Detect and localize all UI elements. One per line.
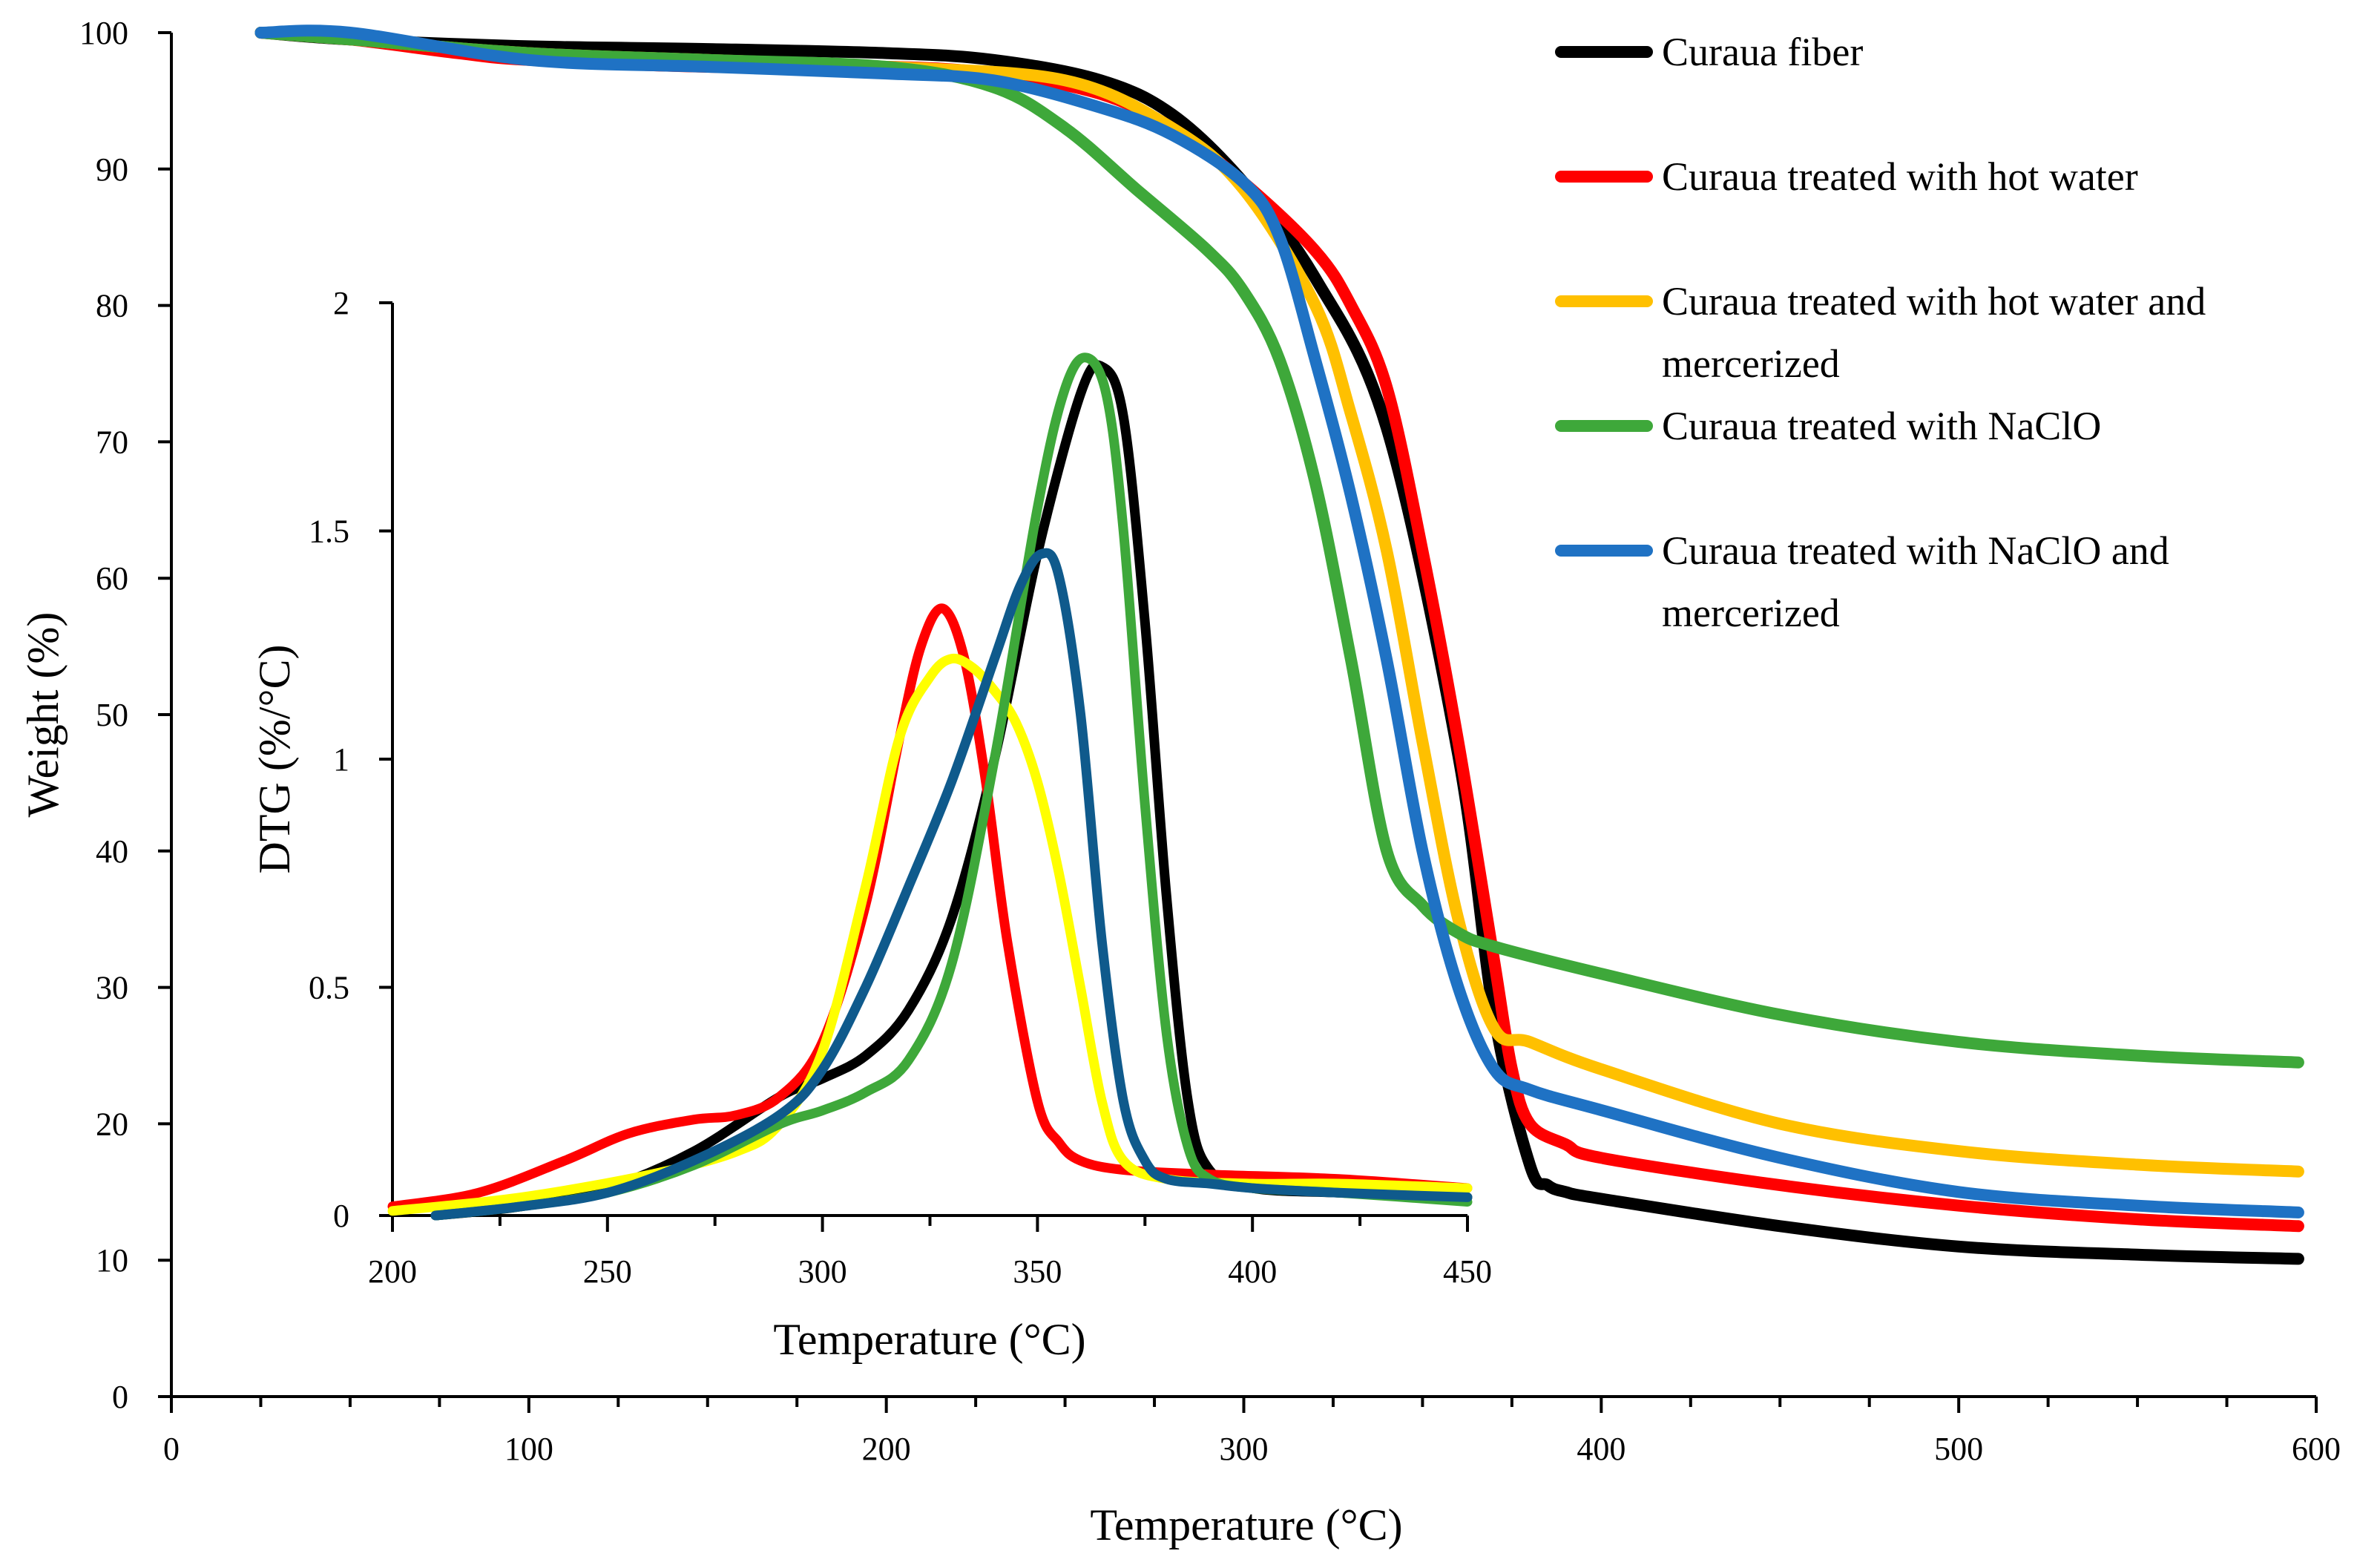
inset-y-tick-label: 2: [333, 285, 349, 321]
inset-series-curaua-treated-with-naclo: [430, 352, 1473, 1221]
main-y-tick-label: 10: [96, 1242, 128, 1279]
legend: Curaua fiber Curaua treated with hot wate…: [1555, 30, 2206, 635]
inset-series-curaua-treated-with-hot-water: [387, 603, 1473, 1212]
main-x-tick-label: 300: [1220, 1431, 1269, 1467]
main-y-tick-label: 80: [96, 288, 128, 324]
main-y-tick-label: 90: [96, 151, 128, 188]
inset-y-tick-label: 0: [333, 1198, 349, 1234]
legend-label: Curaua treated with NaClO and mercerized: [1662, 528, 2169, 635]
main-series-curaua-treated-with-naclo: [254, 27, 2304, 1069]
inset-y-tick-label: 1.5: [309, 514, 349, 550]
inset-x-tick-label: 300: [798, 1253, 847, 1290]
inset-x-tick-label: 250: [583, 1253, 632, 1290]
main-x-axis-title: Temperature (°C): [1090, 1500, 1402, 1549]
inset-y-tick-label: 0.5: [309, 970, 349, 1006]
main-y-tick-label: 50: [96, 697, 128, 733]
legend-item-curaua-treated-with-naclo-and-mercerized: Curaua treated with NaClO and mercerized: [1555, 528, 2169, 635]
main-x-tick-label: 200: [862, 1431, 911, 1467]
main-y-tick-label: 0: [112, 1379, 128, 1415]
main-x-tick-label: 400: [1577, 1431, 1625, 1467]
main-x-tick-label: 500: [1934, 1431, 1983, 1467]
legend-item-curaua-treated-with-naclo: Curaua treated with NaClO: [1555, 404, 2101, 448]
main-x-tick-label: 100: [504, 1431, 553, 1467]
main-y-axis-title: Weight (%): [19, 612, 68, 818]
legend-label: Curaua treated with hot water: [1662, 154, 2138, 199]
inset-axes: 0 0.5 1 1.5 2 200 250 300 350 400 450 Temperature (…: [250, 285, 1492, 1364]
inset-x-tick-label: 450: [1443, 1253, 1492, 1290]
inset-series-curaua-treated-with-hot-water-and-mercerized: [387, 653, 1473, 1216]
main-x-tick-label: 0: [163, 1431, 180, 1467]
legend-item-curaua-fiber: Curaua fiber: [1555, 30, 1863, 74]
main-y-tick-label: 70: [96, 424, 128, 460]
main-series-curaua-fiber: [254, 27, 2304, 1265]
legend-label: Curaua treated with hot water and merceri…: [1662, 279, 2206, 386]
legend-item-curaua-treated-with-hot-water: Curaua treated with hot water: [1555, 154, 2138, 199]
inset-series-curaua-fiber: [430, 360, 1473, 1221]
legend-label: Curaua treated with NaClO: [1662, 404, 2101, 448]
inset-y-axis-title: DTG (%/°C): [250, 645, 299, 874]
main-series-curaua-treated-with-hot-water-and-mercerized: [254, 27, 2304, 1178]
inset-x-axis-title: Temperature (°C): [773, 1315, 1085, 1364]
inset-series: [387, 352, 1473, 1221]
main-y-tick-label: 30: [96, 970, 128, 1006]
main-y-tick-label: 60: [96, 560, 128, 597]
inset-x-tick-label: 200: [368, 1253, 417, 1290]
inset-x-tick-label: 350: [1013, 1253, 1062, 1290]
main-x-tick-label: 600: [2292, 1431, 2341, 1467]
main-series: [254, 24, 2304, 1265]
main-y-tick-label: 20: [96, 1106, 128, 1142]
main-y-tick-label: 100: [79, 15, 128, 51]
main-y-tick-label: 40: [96, 833, 128, 870]
main-series-curaua-treated-with-naclo-and-mercerized: [254, 24, 2304, 1218]
inset-y-tick-label: 1: [333, 741, 349, 778]
legend-item-curaua-treated-with-hot-water-and-mercerized: Curaua treated with hot water and merceri…: [1555, 279, 2206, 386]
inset-series-curaua-treated-with-naclo-and-mercerized: [430, 548, 1473, 1221]
inset-x-tick-label: 400: [1228, 1253, 1277, 1290]
legend-label: Curaua fiber: [1662, 30, 1863, 74]
